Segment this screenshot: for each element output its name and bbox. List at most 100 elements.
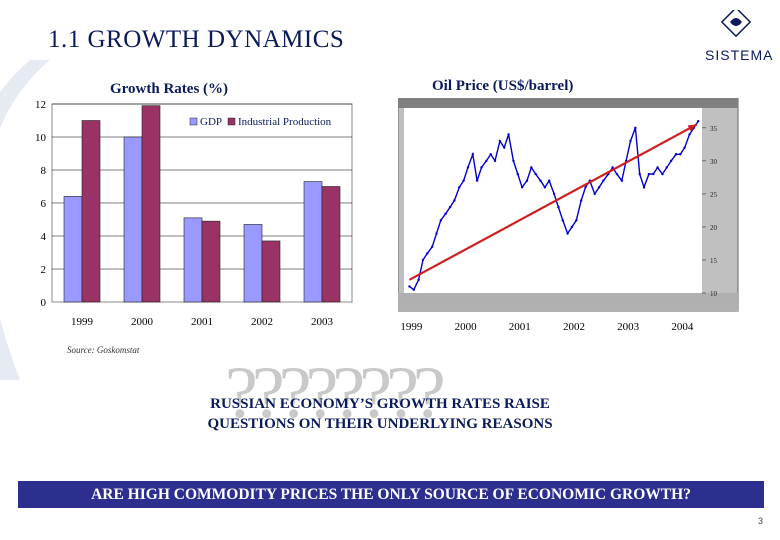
oil-price-point (552, 192, 556, 196)
oil-price-point (548, 179, 551, 182)
oil-price-point (512, 159, 515, 163)
oil-price-point (629, 139, 632, 143)
oil-price-point (493, 159, 497, 163)
trend-line (408, 123, 698, 281)
oil-price-point (489, 153, 492, 156)
bar-gdp-2000 (123, 136, 143, 303)
oil-price-point (697, 120, 700, 123)
bar-x-tick-label: 2001 (191, 316, 213, 328)
logo-text: SISTEMA (705, 47, 774, 63)
oil-price-point (530, 166, 533, 169)
bar-x-tick-label: 1999 (71, 316, 94, 328)
bar-industrial-2001 (201, 220, 221, 303)
bar-industrial-2003 (321, 186, 341, 303)
bar-x-tick-label: 2003 (311, 316, 334, 328)
oil-price-point (647, 172, 651, 176)
legend-swatch (189, 117, 198, 126)
oil-x-tick-label: 2002 (563, 321, 585, 333)
oil-price-point (444, 212, 447, 215)
bar-x-tick-label: 2000 (131, 316, 154, 328)
oil-price-point (683, 146, 686, 149)
oil-price-point (620, 179, 624, 182)
bar-gdp-2001 (183, 217, 203, 303)
oil-price-point (615, 172, 619, 176)
oil-price-point (503, 146, 506, 149)
oil-x-tick-label: 2004 (671, 321, 694, 333)
oil-price-point (566, 232, 569, 235)
conclusion-banner: ARE HIGH COMMODITY PRICES THE ONLY SOURC… (18, 481, 764, 508)
bar-y-tick-label: 8 (41, 165, 47, 177)
oil-price-point (634, 126, 637, 130)
sistema-logo: SISTEMA (705, 6, 774, 63)
oil-price-point (584, 186, 587, 189)
oil-price-point (669, 159, 673, 163)
question-line-2: QUESTIONS ON THEIR UNDERLYING REASONS (207, 416, 553, 432)
growth-bar-chart: 0 2 4 6 8 10 12 1999 2000 2001 2002 2003 GDP Indust… (35, 99, 353, 328)
oil-price-point (430, 245, 434, 248)
oil-price-point (602, 179, 605, 182)
oil-price-point (453, 199, 456, 202)
bar-x-tick-label: 2002 (251, 316, 273, 328)
oil-y-tick-label: 20 (710, 224, 718, 232)
oil-header-bar (398, 98, 738, 108)
bar-gdp-1999 (63, 196, 83, 303)
oil-price-point (674, 153, 678, 156)
bar-y-tick-label: 10 (35, 132, 47, 144)
bar-y-tick-label: 2 (41, 264, 47, 276)
oil-price-point (520, 186, 524, 189)
oil-price-point (665, 166, 668, 169)
oil-price-point (679, 153, 682, 156)
bar-industrial-2000 (141, 105, 161, 303)
oil-price-point (570, 225, 574, 229)
oil-price-point (475, 179, 479, 182)
legend-label: Industrial Production (238, 116, 332, 128)
oil-y-tick-label: 25 (710, 191, 718, 199)
oil-price-point (439, 219, 443, 222)
oil-price-point (525, 179, 529, 182)
legend-label: GDP (200, 116, 222, 128)
oil-x-tick-label: 2000 (455, 321, 478, 333)
oil-price-point (652, 172, 655, 176)
oil-price-point (408, 285, 411, 288)
logo-emblem-icon (720, 6, 752, 38)
bar-y-tick-label: 12 (35, 99, 46, 111)
oil-price-point (498, 139, 502, 143)
oil-price-point (471, 153, 475, 156)
oil-price-point (507, 133, 510, 136)
bar-y-tick-label: 6 (41, 198, 47, 210)
oil-y-tick-label: 10 (710, 290, 718, 298)
oil-price-point (642, 186, 646, 189)
oil-price-chart: 10 15 20 25 30 35 1999 2000 2001 2002 2003 2004 (398, 98, 739, 333)
bar-industrial-2002 (261, 240, 281, 303)
oil-price-point (466, 166, 470, 169)
bar-y-tick-label: 4 (41, 231, 47, 243)
oil-price-point (656, 166, 659, 169)
bar-industrial-1999 (81, 120, 101, 303)
oil-price-point (448, 205, 452, 209)
oil-price-point (557, 205, 560, 209)
oil-x-tick-label: 2001 (509, 321, 531, 333)
oil-y-tick-label: 15 (710, 257, 718, 265)
oil-price-point (485, 159, 488, 163)
page-number: 3 (758, 516, 764, 526)
oil-price-point (421, 258, 425, 262)
page-title: 1.1 GROWTH DYNAMICS (48, 26, 345, 53)
oil-price-point (611, 166, 614, 169)
oil-price-point (534, 172, 537, 176)
growth-chart-title: Growth Rates (%) (110, 81, 229, 97)
oil-price-point (462, 179, 465, 182)
question-line-1: RUSSIAN ECONOMY’S GROWTH RATES RAISE (210, 396, 550, 412)
bar-gdp-2002 (243, 224, 263, 303)
oil-price-point (561, 219, 564, 222)
oil-footer-bar (398, 293, 738, 311)
oil-price-point (638, 172, 641, 176)
oil-price-point (539, 179, 542, 182)
question-marks-decoration: ???????? (225, 352, 446, 434)
oil-price-point (543, 186, 547, 189)
oil-x-tick-label: 2003 (617, 321, 640, 333)
oil-price-point (688, 133, 691, 136)
oil-price-point (417, 278, 420, 281)
bar-y-tick-label: 0 (41, 297, 47, 309)
source-note: Source: Goskomstat (67, 345, 140, 355)
